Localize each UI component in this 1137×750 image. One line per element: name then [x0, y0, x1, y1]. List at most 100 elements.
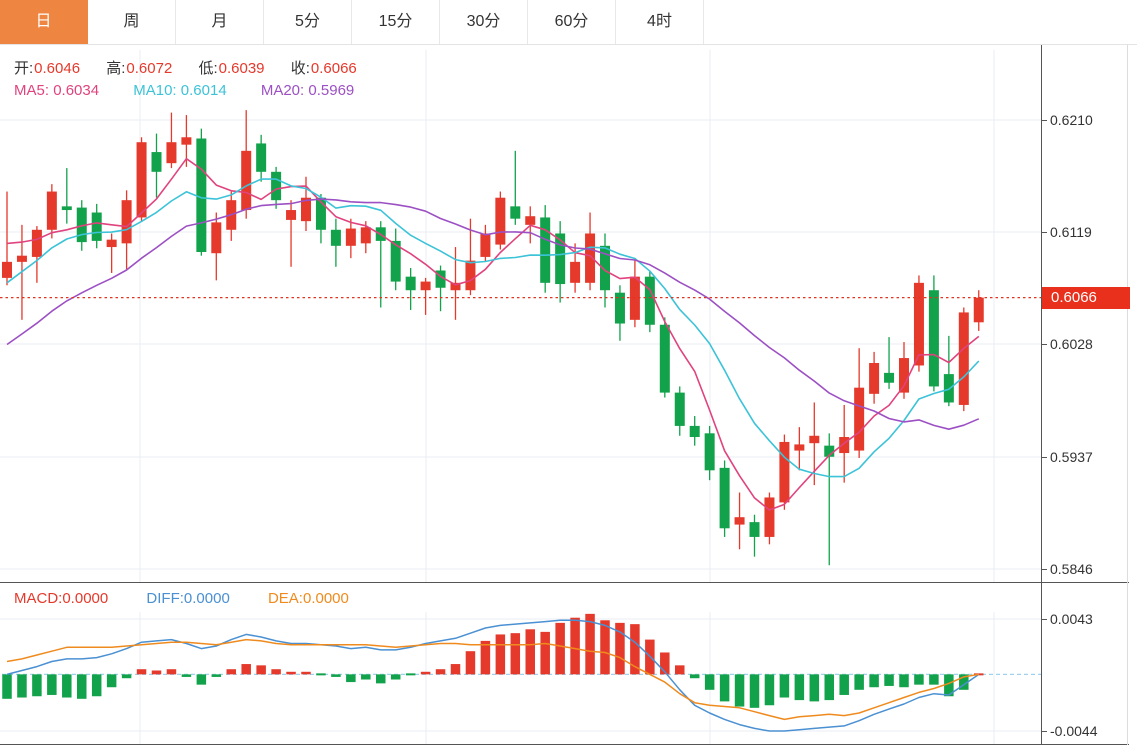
macd-bar-negative — [734, 674, 745, 707]
dea-line — [6, 638, 979, 721]
tick-mark — [1041, 119, 1047, 121]
macd-bar-negative — [47, 674, 57, 695]
tab-30分[interactable]: 30分 — [440, 0, 528, 44]
ma10-line — [6, 178, 980, 478]
dea-value: 0.0000 — [302, 590, 349, 607]
tick-label: 0.0043 — [1050, 611, 1093, 627]
macd-bar-negative — [764, 674, 775, 706]
candle-down — [719, 467, 730, 529]
macd-bar-positive — [450, 664, 461, 675]
candle-down — [674, 392, 685, 426]
candle-up — [734, 517, 745, 525]
tick-label: 0.6119 — [1050, 224, 1092, 240]
candle-down — [540, 217, 551, 283]
macd-bar-positive — [301, 671, 311, 675]
macd-bar-negative — [2, 674, 12, 699]
macd-bar-negative — [211, 674, 222, 677]
diff-line — [6, 619, 980, 732]
candle-up — [16, 255, 27, 262]
candle-up — [899, 358, 909, 393]
macd-bar-negative — [106, 674, 117, 688]
candle-up — [794, 444, 805, 451]
open-label: 开: — [14, 60, 34, 77]
macd-bar-negative — [929, 674, 939, 685]
panel-separator — [0, 582, 1129, 583]
macd-bar-positive — [136, 669, 147, 675]
low-value: 0.6039 — [218, 60, 265, 77]
macd-value: 0.0000 — [62, 590, 109, 607]
candle-down — [61, 206, 72, 211]
macd-bar-negative — [331, 674, 341, 677]
tab-周[interactable]: 周 — [88, 0, 176, 44]
candle-up — [465, 260, 476, 291]
macd-bar-positive — [600, 620, 610, 675]
macd-chart[interactable] — [0, 611, 1137, 744]
tick-mark — [1041, 343, 1047, 345]
candle-up — [585, 233, 596, 283]
candle-down — [884, 372, 895, 383]
candle-up — [420, 281, 431, 291]
macd-bar-positive — [570, 617, 580, 675]
macd-bar-positive — [226, 669, 236, 675]
candle-down — [824, 445, 835, 457]
macd-bar-negative — [779, 674, 790, 698]
low-label: 低: — [198, 60, 218, 77]
macd-bar-negative — [196, 674, 207, 685]
candle-down — [614, 292, 625, 324]
macd-bar-positive — [660, 652, 670, 675]
macd-bar-positive — [555, 622, 565, 675]
candle-up — [525, 216, 536, 225]
candlestick-chart[interactable] — [0, 45, 1137, 582]
candle-down — [151, 152, 162, 172]
macd-label: MACD: — [14, 590, 63, 607]
diff-label: DIFF: — [146, 590, 184, 607]
ma20-line — [6, 198, 980, 431]
open-value: 0.6046 — [34, 60, 81, 77]
candle-up — [31, 229, 42, 257]
tab-5分[interactable]: 5分 — [264, 0, 352, 44]
candle-up — [241, 150, 252, 211]
timeframe-tab-bar: 日周月 5分 15分 30分 60分 4时 — [0, 0, 704, 44]
candle-up — [136, 142, 147, 218]
axis-tick: 0.5846 — [1041, 561, 1093, 577]
macd-bar-negative — [794, 674, 805, 701]
tick-label: -0.0044 — [1050, 723, 1098, 739]
macd-bar-negative — [181, 674, 192, 677]
macd-bar-negative — [32, 674, 42, 697]
ma-legend: MA5: 0.6034 MA10: 0.6014 MA20: 0.5969 — [14, 82, 376, 99]
macd-bar-negative — [376, 674, 386, 684]
candle-up — [958, 312, 969, 405]
axis-border-line — [1041, 45, 1042, 745]
macd-bar-negative — [809, 674, 820, 702]
candle-up — [629, 276, 640, 320]
price-gridlines — [0, 50, 1041, 582]
candle-up — [913, 282, 924, 366]
candle-up — [166, 142, 177, 164]
candle-down — [704, 433, 715, 471]
macd-bar-negative — [749, 674, 760, 708]
macd-bar-positive — [465, 651, 476, 675]
axis-tick: 0.0043 — [1041, 611, 1093, 627]
tick-label: 0.6028 — [1050, 336, 1093, 352]
tab-日[interactable]: 日 — [0, 0, 88, 44]
candle-up — [345, 228, 356, 246]
macd-bar-positive — [241, 664, 251, 675]
diff-value: 0.0000 — [183, 590, 230, 607]
candle-down — [928, 290, 939, 387]
tick-label: 0.5937 — [1050, 449, 1093, 465]
tab-4时[interactable]: 4时 — [616, 0, 704, 44]
tab-15分[interactable]: 15分 — [352, 0, 440, 44]
candle-down — [435, 270, 446, 288]
tab-60分[interactable]: 60分 — [528, 0, 616, 44]
candle-down — [76, 207, 87, 243]
tab-月[interactable]: 月 — [176, 0, 264, 44]
macd-bar-negative — [346, 674, 356, 683]
macd-bar-positive — [420, 671, 431, 675]
macd-bar-positive — [151, 670, 162, 675]
current-price-value: 0.6066 — [1051, 288, 1097, 306]
tick-label: 0.6210 — [1050, 112, 1093, 128]
ma5-line — [6, 157, 980, 511]
axis-tick: -0.0044 — [1041, 723, 1097, 739]
macd-bar-negative — [899, 674, 909, 688]
tick-mark — [1041, 231, 1047, 233]
